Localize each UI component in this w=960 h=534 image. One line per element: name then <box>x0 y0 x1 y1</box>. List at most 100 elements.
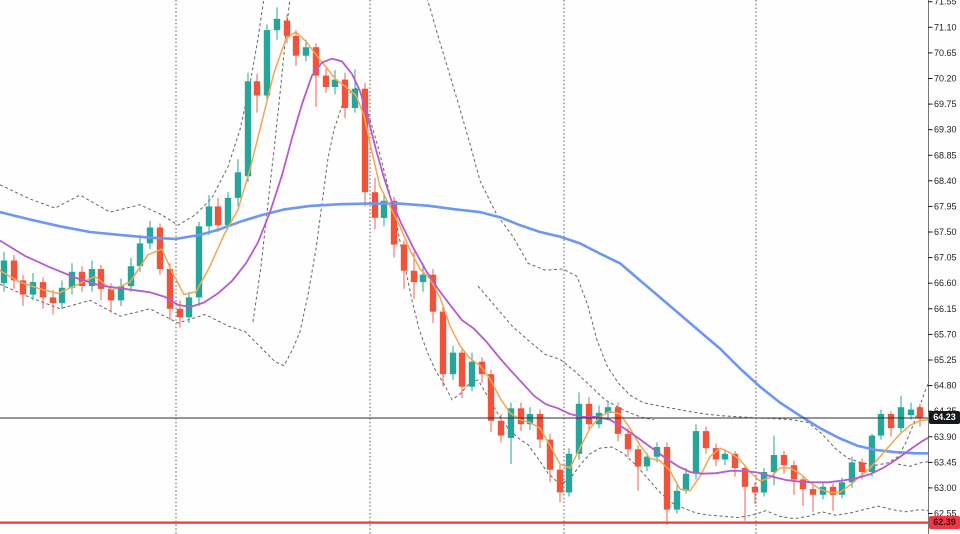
current-price-badge: 64.23 <box>929 411 960 424</box>
candle-body <box>634 449 642 467</box>
candle-body <box>868 435 876 472</box>
axis-tick-label: 71.55 <box>934 0 957 7</box>
candle <box>497 414 505 443</box>
candle <box>799 475 807 507</box>
candle <box>117 278 125 306</box>
candle <box>916 403 924 427</box>
candle <box>234 159 242 207</box>
candle-body <box>624 433 632 450</box>
axis-tick-label: 69.75 <box>934 99 957 109</box>
axis-tick-label: 66.60 <box>934 278 957 288</box>
candle-body <box>741 468 749 487</box>
candle-body <box>214 206 222 226</box>
candle-body <box>400 244 408 271</box>
candle <box>166 263 174 321</box>
axis-tick-label: 68.85 <box>934 150 957 160</box>
candle-body <box>263 30 271 96</box>
candle-body <box>692 431 700 474</box>
candle <box>809 485 817 512</box>
candle-body <box>273 18 281 31</box>
axis-tick-label: 67.05 <box>934 253 957 263</box>
candle-body <box>809 489 817 495</box>
candle <box>400 240 408 289</box>
candle-body <box>663 447 671 510</box>
candle-body <box>565 453 573 493</box>
candle <box>341 72 349 119</box>
candle <box>58 280 66 309</box>
candle-body <box>575 403 583 454</box>
axis-tick-label: 66.15 <box>934 304 957 314</box>
candle-body <box>673 490 681 510</box>
candle-body <box>526 414 534 425</box>
candle <box>19 274 27 306</box>
candle-body <box>341 79 349 108</box>
candle <box>575 392 583 460</box>
candle <box>322 68 330 93</box>
candle-body <box>546 439 554 470</box>
candle <box>877 409 885 440</box>
candle-body <box>487 374 495 421</box>
candle-body <box>127 266 135 287</box>
axis-tick-label: 67.95 <box>934 201 957 211</box>
candle-body <box>156 227 164 269</box>
candle-body <box>58 287 66 304</box>
candle-body <box>419 274 427 283</box>
candle <box>429 269 437 323</box>
candle <box>68 263 76 295</box>
candle <box>760 468 768 497</box>
candle <box>546 433 554 483</box>
candle <box>127 257 135 292</box>
band-upper-right <box>427 0 929 466</box>
candle-body <box>302 47 310 56</box>
candle-body <box>117 286 125 301</box>
candle-body <box>312 47 320 76</box>
candle <box>692 424 700 480</box>
candle <box>829 483 837 511</box>
candle <box>780 451 788 474</box>
candle <box>49 290 57 315</box>
ma-mid-purple-line <box>0 57 929 484</box>
candle-body <box>517 408 525 425</box>
axis-tick-label: 64.80 <box>934 381 957 391</box>
candle-body <box>361 88 369 193</box>
candle-body <box>410 270 418 283</box>
candle-body <box>751 486 759 493</box>
candle <box>214 197 222 232</box>
candle <box>790 460 798 495</box>
alert-price-badge[interactable]: 62.39 <box>929 516 960 529</box>
candle <box>97 265 105 301</box>
candle-body <box>556 469 564 493</box>
candle-body <box>176 308 184 318</box>
candle <box>682 468 690 494</box>
candle-body <box>390 200 398 245</box>
candle <box>604 401 612 420</box>
candle-body <box>790 465 798 480</box>
candle-body <box>29 282 37 295</box>
candle <box>585 397 593 432</box>
axis-tick-label: 65.70 <box>934 329 957 339</box>
candle-body <box>10 260 18 281</box>
plot-area <box>0 0 929 534</box>
candle-body <box>244 81 252 177</box>
candle-body <box>468 361 476 387</box>
axis-tick-label: 70.20 <box>934 74 957 84</box>
candle-body <box>838 482 846 495</box>
axis-tick-label: 63.45 <box>934 457 957 467</box>
candle-body <box>458 352 466 387</box>
band-right-tail <box>897 461 929 467</box>
candle <box>673 485 681 514</box>
candle-body <box>887 414 895 429</box>
candle-body <box>97 269 105 289</box>
candle-body <box>0 260 8 284</box>
axis-tick-label: 62.55 <box>934 509 957 519</box>
candle <box>712 443 720 467</box>
candle-body <box>49 297 57 304</box>
band-mid-descender <box>477 285 655 421</box>
candle <box>887 411 895 437</box>
candle-body <box>107 288 115 301</box>
candle-body <box>848 462 856 483</box>
candle <box>302 39 310 62</box>
candle-body <box>829 486 837 495</box>
